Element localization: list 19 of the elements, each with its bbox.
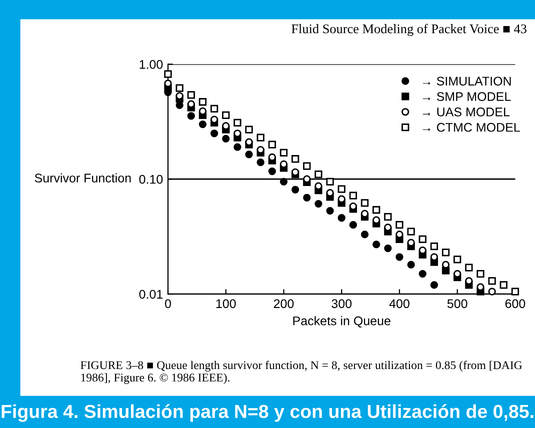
y-axis-title: Survivor Function — [34, 173, 131, 182]
legend-label: → SIMULATION — [422, 76, 511, 86]
x-tick-label: 100 — [216, 299, 236, 308]
x-tick-label: 500 — [447, 299, 468, 308]
legend-label: → UAS MODEL — [422, 108, 510, 116]
y-tick-label: 0.01 — [139, 290, 163, 299]
legend-label: → SMP MODEL — [422, 92, 511, 101]
y-tick-label: 1.00 — [140, 60, 163, 69]
x-tick-label: 0 — [165, 299, 171, 308]
x-tick-label: 400 — [389, 299, 410, 308]
x-tick-label: 300 — [332, 299, 352, 308]
x-axis-title: Packets in Queue — [293, 316, 390, 328]
text: Figura 4. Simulación para N=8 y con una Utilización de 0,85. — [2, 404, 534, 422]
x-tick-label: 600 — [505, 299, 526, 308]
y-tick-label: 0.10 — [139, 174, 163, 184]
x-tick-label: 200 — [274, 299, 294, 308]
caption: FIGURE 3–8 ■ Queue length survivor function, N = 8, server utilization = 0.85 (from [DAIG 1986], Figure 6. © 1986 IEEE). — [80, 360, 522, 384]
text: Fluid Source Modeling of Packet Voice ■ 43 — [292, 24, 526, 36]
legend-label: → CTMC MODEL — [422, 122, 520, 132]
